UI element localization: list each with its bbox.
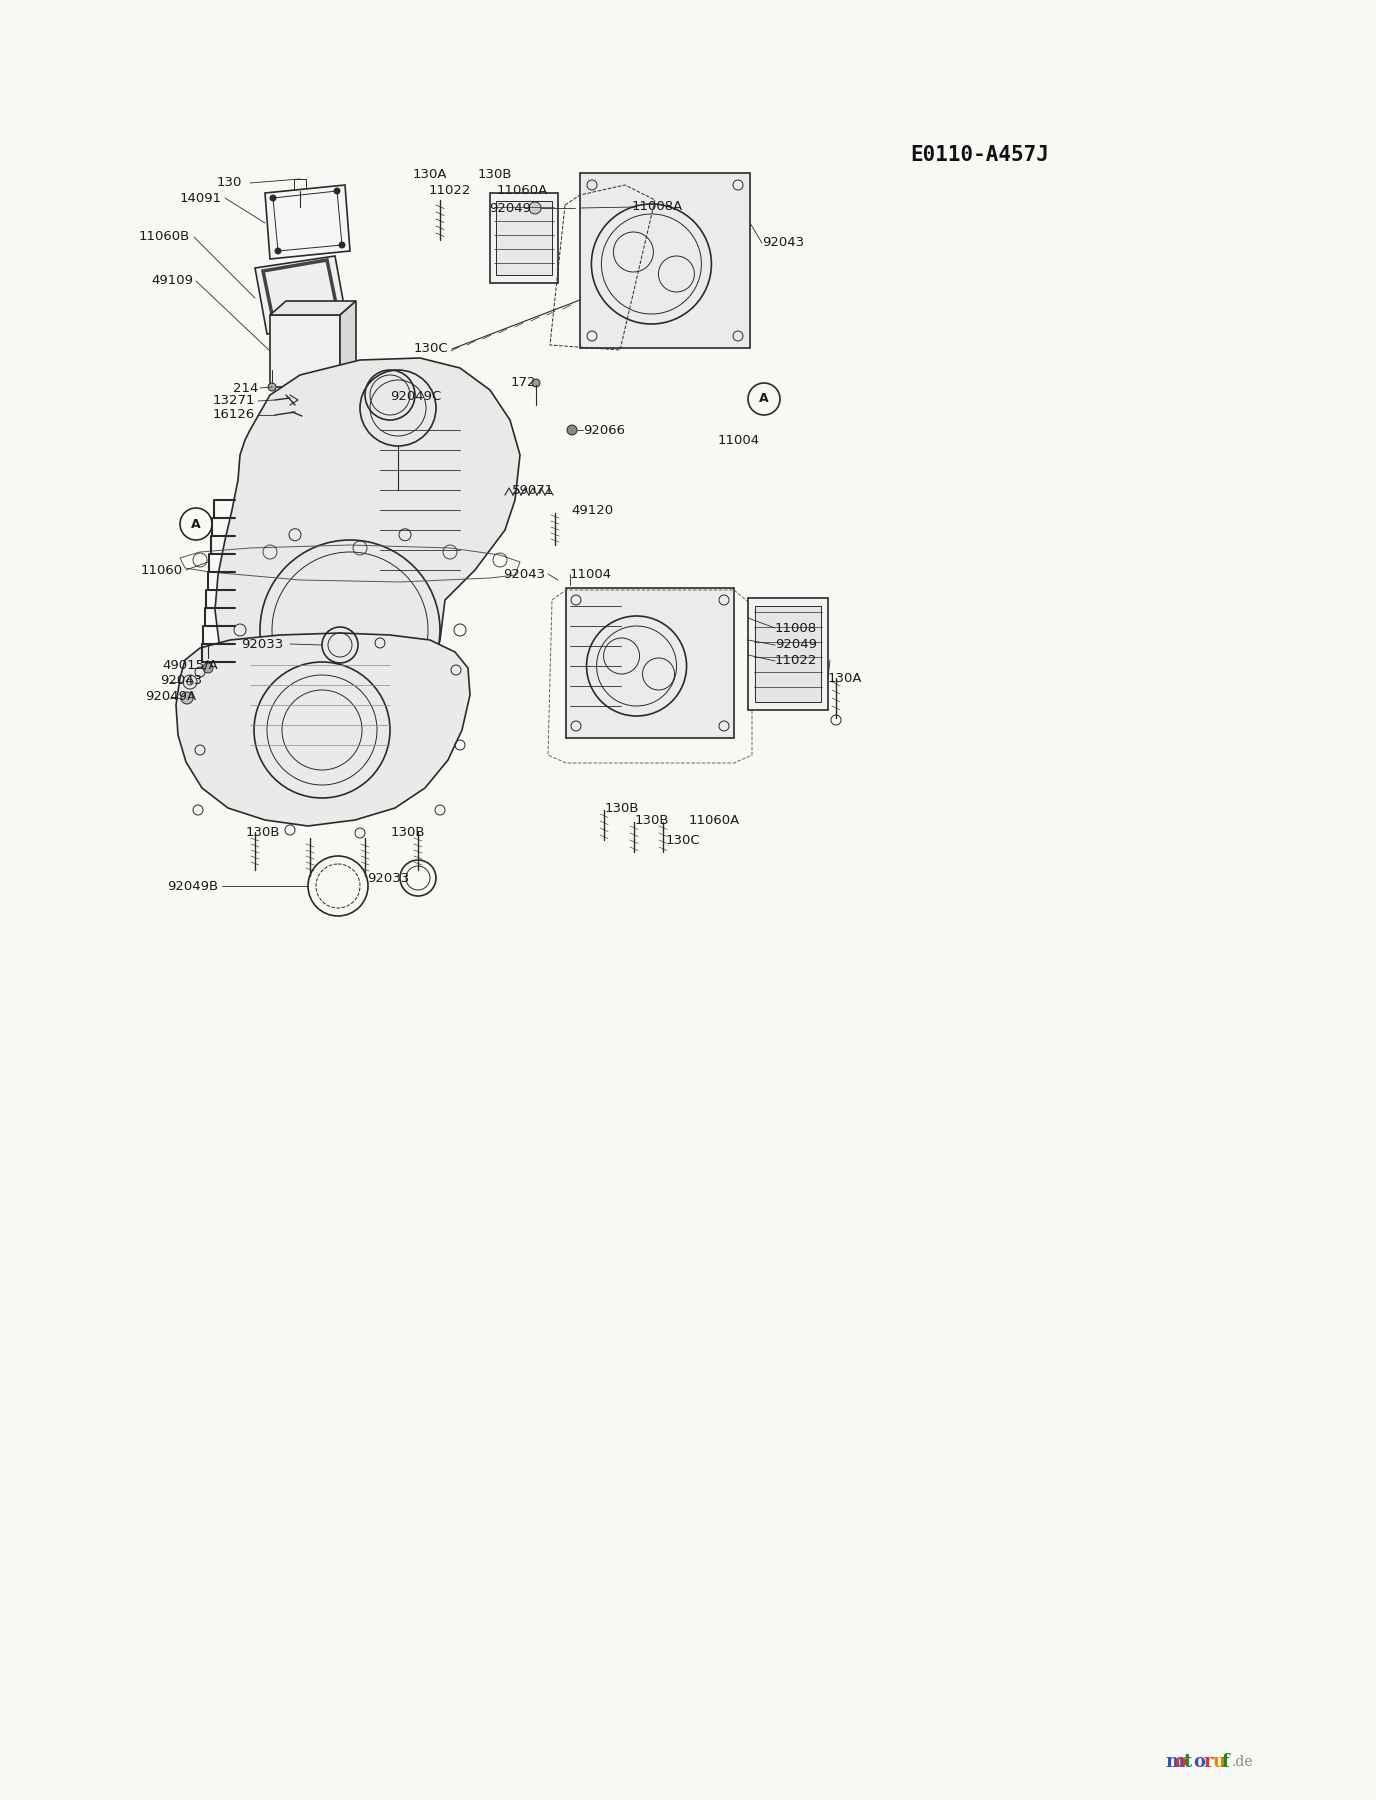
Text: 130B: 130B — [604, 801, 640, 814]
Text: 59071: 59071 — [512, 484, 555, 497]
Text: 130B: 130B — [634, 814, 669, 826]
Text: A: A — [760, 392, 769, 405]
Circle shape — [204, 662, 213, 673]
Text: E0110-A457J: E0110-A457J — [911, 146, 1050, 166]
Polygon shape — [215, 358, 520, 751]
Text: 92043: 92043 — [762, 236, 804, 250]
Text: 11060A: 11060A — [497, 185, 548, 198]
Bar — [495, 202, 552, 275]
Text: 130B: 130B — [391, 826, 425, 839]
Text: 11060: 11060 — [140, 563, 183, 576]
Polygon shape — [340, 301, 356, 387]
Text: 130C: 130C — [413, 342, 449, 356]
Text: .de: .de — [1232, 1755, 1254, 1769]
Text: m: m — [1165, 1753, 1185, 1771]
Text: 130B: 130B — [477, 169, 512, 182]
Text: 92049B: 92049B — [166, 880, 217, 893]
Polygon shape — [266, 185, 350, 259]
Bar — [755, 607, 821, 702]
Polygon shape — [270, 301, 356, 315]
Text: 16126: 16126 — [213, 409, 255, 421]
Text: 49120: 49120 — [571, 504, 614, 517]
Bar — [270, 315, 340, 387]
Text: 13271: 13271 — [212, 394, 255, 407]
Text: o: o — [1193, 1753, 1205, 1771]
Circle shape — [182, 691, 193, 704]
Text: 11004: 11004 — [718, 434, 760, 446]
Text: 11060A: 11060A — [688, 814, 740, 826]
Text: 172: 172 — [510, 376, 537, 389]
Text: f: f — [1222, 1753, 1230, 1771]
Text: u: u — [1212, 1753, 1226, 1771]
Text: 130C: 130C — [666, 833, 700, 846]
Circle shape — [275, 248, 281, 254]
Text: A: A — [191, 518, 201, 531]
Text: 11060B: 11060B — [139, 230, 190, 243]
Text: 130: 130 — [216, 176, 242, 189]
Bar — [581, 173, 750, 347]
Text: 130A: 130A — [413, 169, 447, 182]
Text: 49109: 49109 — [151, 274, 193, 288]
Text: 11008A: 11008A — [632, 200, 684, 214]
Text: 92043: 92043 — [160, 675, 202, 688]
Text: 92049: 92049 — [775, 639, 817, 652]
Bar — [294, 178, 305, 191]
Text: 92043: 92043 — [502, 567, 545, 580]
Text: 92049C: 92049C — [391, 389, 442, 403]
Text: 11022: 11022 — [429, 185, 471, 198]
Text: 11008: 11008 — [775, 621, 817, 635]
Text: 130B: 130B — [246, 826, 281, 839]
Circle shape — [338, 241, 345, 248]
Bar — [566, 589, 733, 738]
Text: 92049A: 92049A — [144, 691, 195, 704]
Circle shape — [334, 187, 340, 194]
Text: 92033: 92033 — [367, 871, 409, 884]
Circle shape — [528, 202, 541, 214]
Bar — [490, 193, 559, 283]
Circle shape — [567, 425, 577, 436]
Text: 92066: 92066 — [583, 423, 625, 437]
Text: 92049: 92049 — [488, 202, 531, 214]
Bar — [749, 598, 828, 709]
Text: o: o — [1175, 1753, 1186, 1771]
Text: 11004: 11004 — [570, 567, 612, 580]
Circle shape — [533, 380, 539, 387]
Text: r: r — [1203, 1753, 1212, 1771]
Circle shape — [270, 194, 277, 202]
Text: 130A: 130A — [828, 671, 863, 684]
Text: 214: 214 — [233, 382, 259, 394]
Circle shape — [268, 383, 277, 391]
Text: 11022: 11022 — [775, 655, 817, 668]
Text: 14091: 14091 — [180, 191, 222, 205]
Text: 92033: 92033 — [241, 637, 283, 650]
Text: 49015/A: 49015/A — [162, 659, 217, 671]
Polygon shape — [255, 256, 347, 335]
Polygon shape — [176, 634, 471, 826]
Text: t: t — [1183, 1753, 1192, 1771]
